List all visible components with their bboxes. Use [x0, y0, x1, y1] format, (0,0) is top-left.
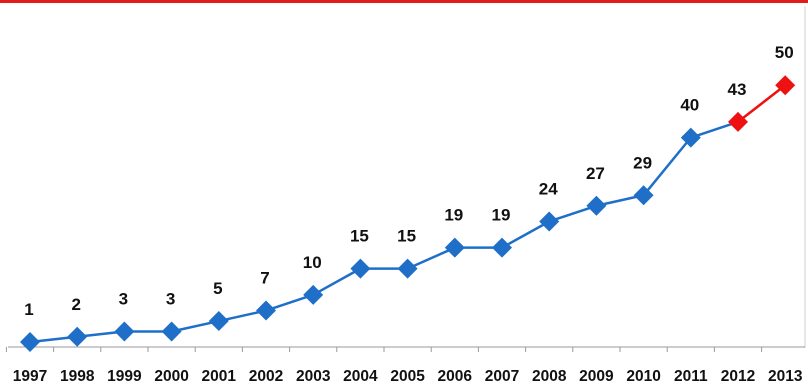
x-tick-label: 2001 — [202, 368, 237, 385]
series-markers — [20, 75, 796, 352]
data-point-marker — [303, 284, 324, 305]
x-tick-label: 2002 — [249, 368, 283, 385]
data-label: 2 — [71, 295, 80, 314]
data-label: 5 — [213, 279, 222, 298]
top-red-border — [0, 0, 808, 3]
series-line-segment — [690, 120, 739, 139]
series-line-segment — [642, 136, 692, 197]
series-line-segment — [265, 293, 314, 312]
x-tick-label: 1998 — [60, 368, 95, 385]
x-tick-label: 2005 — [390, 368, 425, 385]
data-point-marker — [350, 258, 371, 279]
data-label: 1 — [24, 300, 33, 319]
data-point-marker — [633, 185, 654, 206]
x-tick-label: 2012 — [721, 368, 755, 385]
data-label: 50 — [775, 43, 794, 62]
x-tick-label: 2013 — [768, 368, 803, 385]
data-point-marker — [680, 127, 701, 148]
x-tick-label: 2004 — [343, 368, 378, 385]
data-point-marker — [208, 311, 229, 332]
series-lines — [29, 84, 786, 344]
data-label: 19 — [444, 206, 463, 225]
data-point-marker — [161, 321, 182, 342]
data-label: 7 — [260, 269, 269, 288]
data-label: 40 — [680, 96, 699, 115]
series-line-segment — [407, 246, 456, 270]
x-tick-label: 1999 — [107, 368, 142, 385]
data-label: 29 — [633, 153, 652, 172]
x-tick-labels: 1997 1998 1999 2000 2001 2002 2003 2004 2005 2006… — [13, 368, 803, 385]
data-label: 3 — [166, 290, 175, 309]
data-point-marker — [67, 326, 88, 347]
data-point-marker — [775, 75, 796, 96]
series-line-segment — [312, 267, 362, 296]
series-line-segment — [501, 220, 550, 249]
data-point-marker — [256, 300, 276, 321]
series-line-segment — [737, 84, 786, 123]
series-line-segment — [548, 204, 597, 223]
x-tick-label: 2006 — [438, 368, 473, 385]
x-tick-label: 2011 — [674, 368, 708, 385]
data-point-marker — [397, 258, 418, 279]
x-tick-label: 2008 — [532, 368, 567, 385]
data-labels: 1 2 3 3 5 7 10 15 15 19 19 24 27 29 40 43 50 — [24, 43, 793, 319]
data-label: 19 — [492, 206, 511, 225]
x-tick-label: 2009 — [579, 368, 614, 385]
data-label: 27 — [586, 164, 605, 183]
data-label: 10 — [303, 253, 322, 272]
data-point-marker — [444, 237, 465, 258]
data-label: 15 — [350, 227, 369, 246]
x-tick-label: 2003 — [296, 368, 331, 385]
data-label: 15 — [397, 227, 416, 246]
x-tick-label: 2007 — [485, 368, 519, 385]
data-point-marker — [586, 195, 607, 216]
x-axis-ticks — [5, 347, 763, 352]
x-tick-label: 2000 — [154, 368, 188, 385]
data-point-marker — [114, 321, 135, 342]
data-label: 24 — [539, 179, 558, 198]
data-point-marker — [492, 237, 512, 258]
data-label: 3 — [119, 290, 128, 309]
data-point-marker — [539, 211, 560, 232]
x-tick-label: 2010 — [626, 368, 660, 385]
x-tick-label: 1997 — [13, 368, 47, 385]
data-label: 43 — [728, 80, 747, 99]
data-point-marker — [20, 332, 40, 352]
data-point-marker — [728, 111, 748, 132]
